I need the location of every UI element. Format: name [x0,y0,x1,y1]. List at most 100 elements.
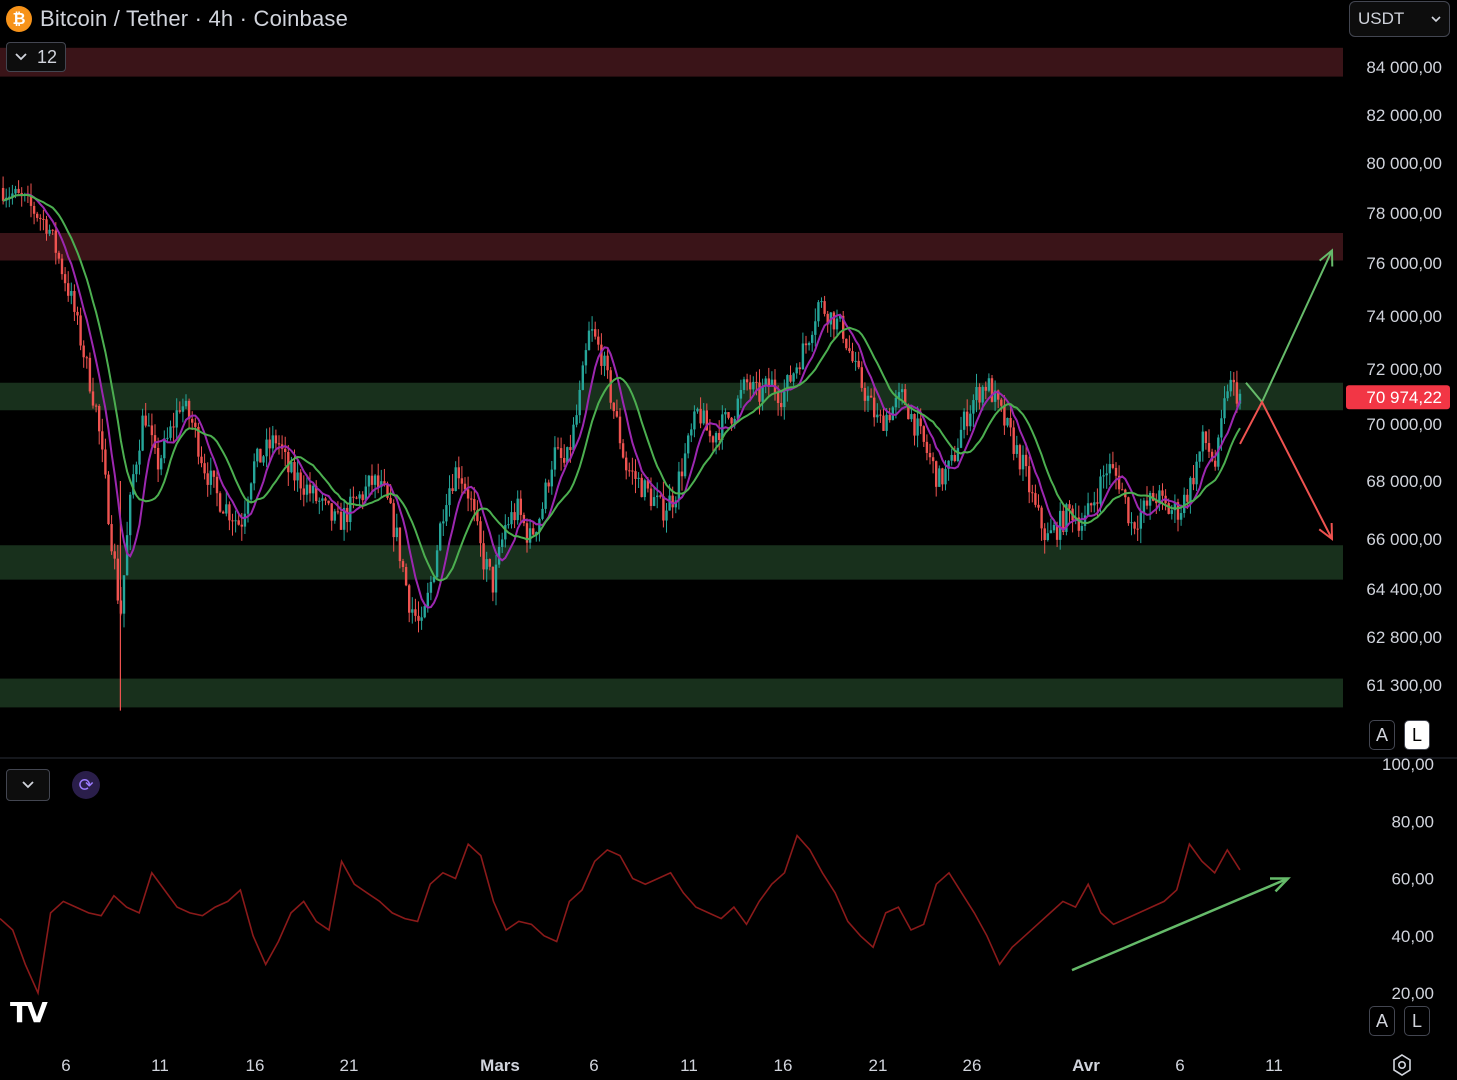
refresh-icon[interactable]: ⟳ [72,771,100,799]
price-tick-label: 76 000,00 [1366,254,1442,273]
candle-body [17,188,20,193]
current-price-label: 70 974,22 [1366,388,1442,407]
candle-body [129,494,132,536]
candle-body [718,433,721,441]
currency-label: USDT [1358,9,1405,28]
candle-body [736,398,739,419]
price-scale[interactable]: 84 000,00 82 000,00 80 000,00 78 000,00 76 0… [1366,58,1442,695]
candle-body [931,457,935,462]
candle-body [488,559,491,567]
candle-body [708,430,712,437]
candle-body [265,439,268,457]
candle-body [987,378,991,391]
indicator-count: 12 [36,46,58,67]
candle-body [404,567,408,586]
candle-body [392,503,395,538]
candle-body [76,311,79,316]
candle-body [1015,445,1018,454]
candle-body [842,315,845,339]
candle-body [1080,525,1084,531]
zones-layer [0,47,1343,708]
candle-body [48,229,51,234]
candle-body [925,441,929,453]
candle-body [959,429,963,448]
bitcoin-icon: ₿ [6,6,32,32]
candle-body [234,520,237,522]
candle-body [311,485,315,494]
symbol-title[interactable]: Bitcoin / Tether · 4h · Coinbase [40,6,349,31]
candle-body [866,395,870,401]
candle-body [544,482,547,509]
candle-body [494,564,498,593]
candle-body [1139,512,1142,529]
candle-body [947,460,950,469]
auto-scale-button[interactable]: A [1369,720,1395,750]
candle-body [581,365,584,390]
chevron-down-icon [1431,15,1441,22]
arrowhead-icon [1318,522,1334,542]
candle-body [851,351,854,362]
osc-auto-scale-button[interactable]: A [1369,1006,1395,1036]
candle-body [457,467,460,479]
candle-body [711,436,715,443]
candle-body [1083,515,1087,526]
candle-body [290,462,293,473]
candle-body [497,547,501,565]
candle-body [160,458,163,470]
candle-body [916,418,919,436]
candle-body [51,229,54,231]
candle-body [1105,473,1108,476]
candle-body [826,313,829,325]
candle-body [668,495,671,511]
candle-body [1024,454,1028,467]
candle-body [1183,494,1186,514]
candle-body [302,488,305,495]
candle-body [1114,467,1118,476]
candle-body [1068,504,1071,509]
candle-body [268,439,271,449]
time-axis[interactable]: 6 11 16 21 Mars 6 11 16 21 26 Avr 6 11 [61,1056,1283,1075]
price-tick-label: 78 000,00 [1366,204,1442,223]
candle-body [1062,510,1065,532]
resistance-zone [0,47,1343,77]
candle-body [631,470,634,472]
candle-body [237,520,240,525]
oscillator-scale[interactable]: 100,00 80,00 60,00 40,00 20,00 [1382,755,1434,1003]
candle-body [231,520,234,522]
osc-log-scale-button[interactable]: L [1404,1006,1430,1036]
log-scale-button[interactable]: L [1404,720,1430,750]
candle-body [138,450,141,465]
candle-body [730,417,733,424]
candle-body [528,528,532,543]
candle-body [144,415,147,426]
candle-body [662,495,665,521]
indicators-collapse-button[interactable]: 12 [6,42,66,72]
candle-body [178,410,181,412]
candle-body [972,400,975,414]
candle-body [752,381,755,390]
candle-body [82,345,85,358]
candle-body [63,274,67,284]
candle-body [163,438,166,459]
candle-body [755,381,758,383]
candle-body [1077,517,1080,531]
candle-body [578,389,581,416]
candle-body [615,411,619,417]
settings-icon[interactable] [1390,1053,1414,1077]
candle-body [215,476,219,494]
candle-body [900,389,904,393]
oscillator-collapse-button[interactable] [6,769,50,801]
candle-body [293,462,296,481]
time-tick-label: 11 [1265,1056,1283,1075]
candle-body [1142,500,1146,513]
candle-body [705,410,708,431]
candle-body [869,395,873,398]
current-price-badge: 70 974,22 [1346,385,1450,410]
candle-body [132,474,135,495]
candle-body [621,443,625,458]
currency-select[interactable]: USDT [1349,1,1450,37]
candle-body [194,422,197,427]
candle-body [1158,490,1161,504]
candle-body [209,470,212,485]
